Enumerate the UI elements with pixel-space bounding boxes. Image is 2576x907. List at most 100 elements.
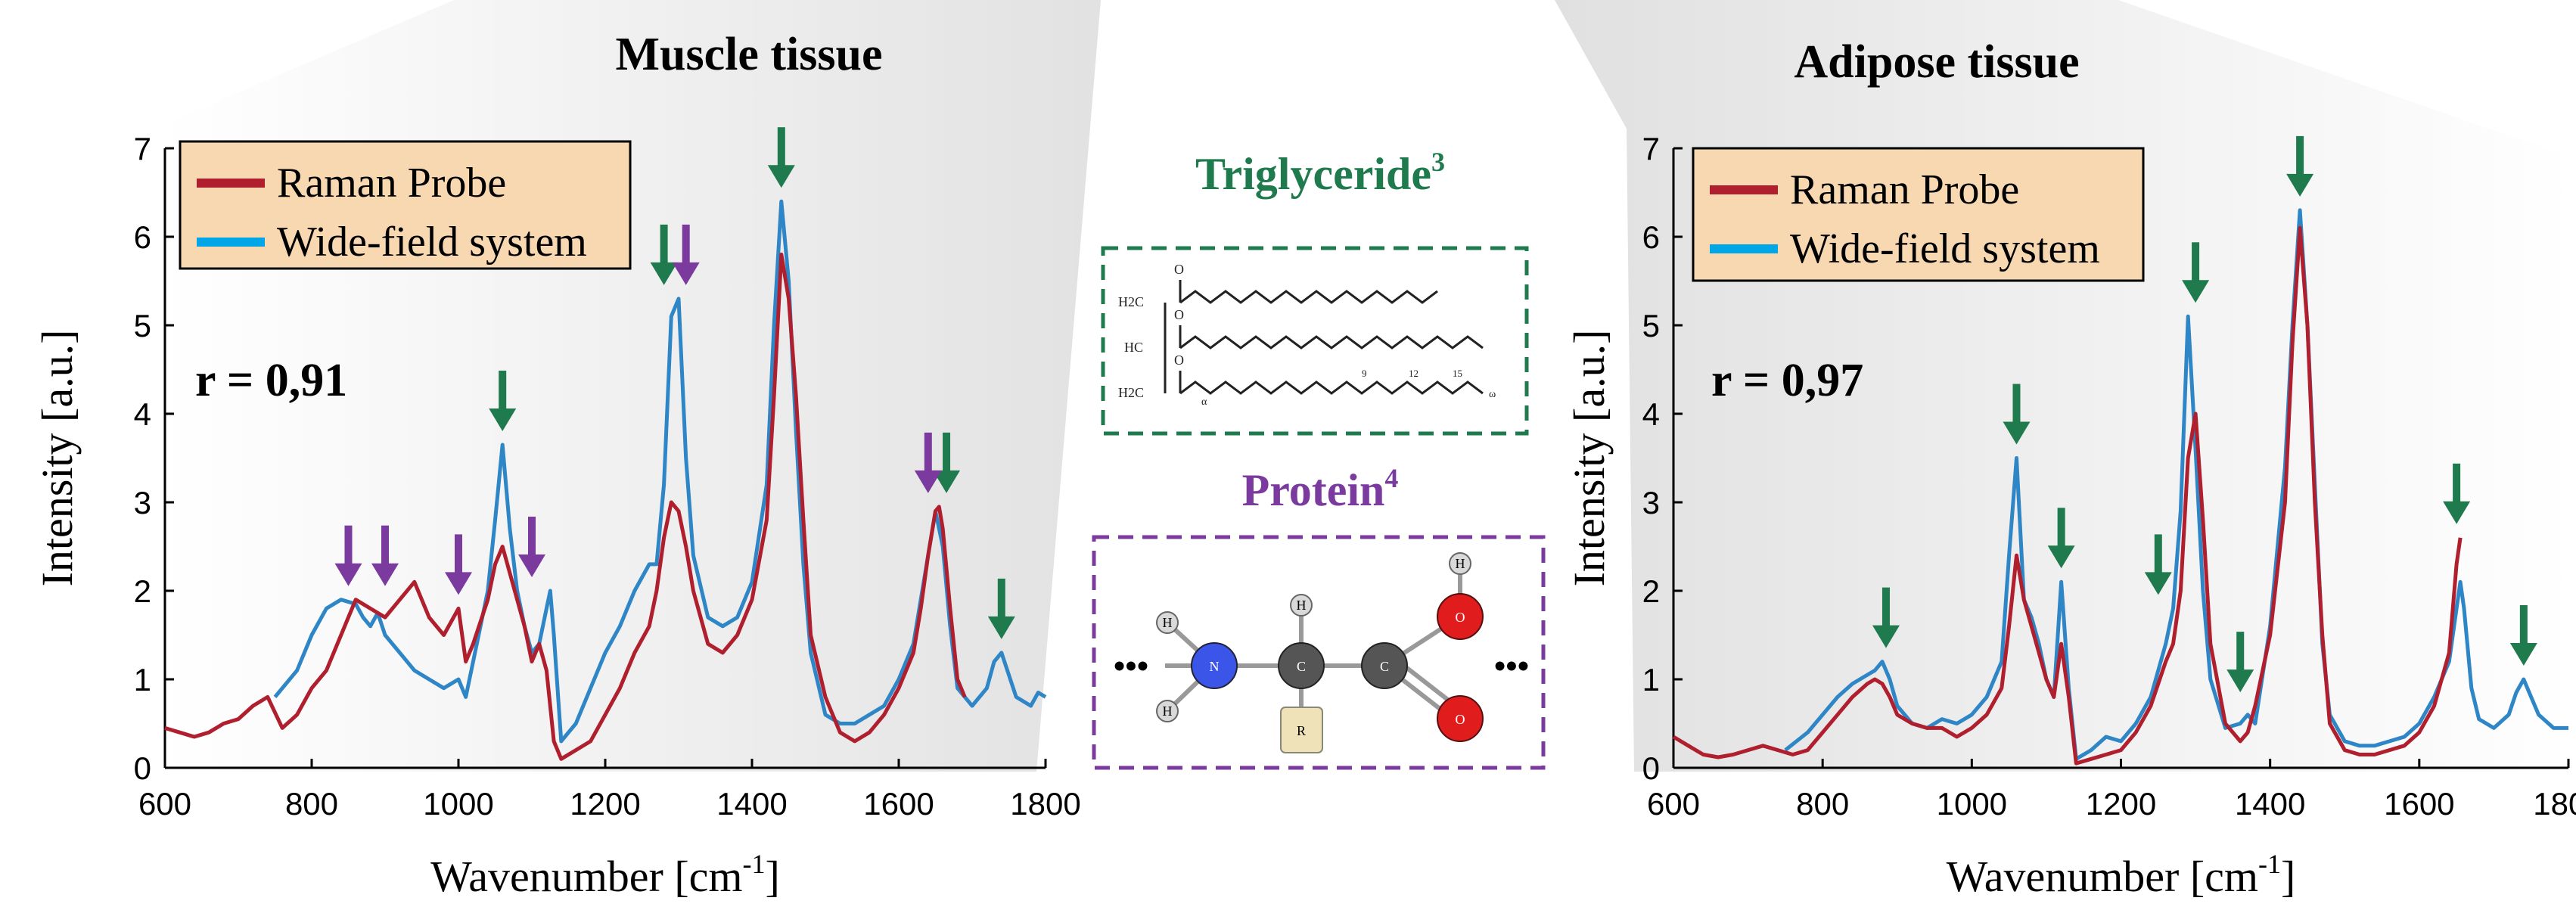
atom-c-alpha-label: C xyxy=(1297,659,1306,674)
y-axis-label: Intensity [a.u.] xyxy=(33,330,82,587)
lipid-arrow xyxy=(1872,587,1900,648)
x-tick-label: 1800 xyxy=(1010,786,1080,822)
x-tick-label: 600 xyxy=(138,786,191,822)
atom-r-group xyxy=(1280,707,1323,753)
protein-arrow xyxy=(914,432,942,493)
lipid-arrow xyxy=(2047,508,2075,569)
atom-n xyxy=(1191,642,1238,689)
atom-h-2-label: H xyxy=(1163,704,1173,719)
x-tick-label: 1800 xyxy=(2533,786,2576,822)
x-tick-label: 1200 xyxy=(570,786,640,822)
chart-title-adipose: Adipose tissue xyxy=(1794,36,2079,88)
lipid-arrow xyxy=(2144,534,2172,595)
x-axis-label-sup: -1 xyxy=(2258,849,2281,879)
y-tick-label: 3 xyxy=(1642,485,1660,520)
x-axis-label: Wavenumber [cm-1] xyxy=(1947,849,2296,901)
triglyceride-structure xyxy=(1164,280,1484,395)
triglyceride-box xyxy=(1101,246,1529,436)
y-axis-label: Intensity [a.u.] xyxy=(1565,330,1614,587)
tg-label-alpha: α xyxy=(1201,396,1207,408)
atom-r-label: R xyxy=(1297,723,1306,738)
lipid-arrow xyxy=(489,370,517,431)
lipid-arrow xyxy=(2226,632,2254,693)
atom-c-alpha xyxy=(1278,642,1325,689)
atom-h-4-label: H xyxy=(1456,556,1465,571)
protein-arrow xyxy=(371,525,399,586)
lipid-arrow xyxy=(2286,135,2314,197)
lipid-arrow xyxy=(2182,242,2210,303)
legend-label: Raman Probe xyxy=(277,160,506,207)
legend: Raman Probe Wide-field system xyxy=(1692,147,2145,282)
tick-group: 600 800 1000 1200 1400 1600 1800 0 1 2 3 4 5 6 7 xyxy=(134,131,1081,822)
tg-label-o1: O xyxy=(1174,262,1184,277)
x-tick-label: 800 xyxy=(1796,786,1849,822)
lipid-arrow xyxy=(2509,605,2537,666)
lipid-arrow xyxy=(650,224,678,285)
x-tick-label: 1000 xyxy=(1937,786,2007,822)
lipid-arrow xyxy=(767,127,795,188)
atom-o-2-label: O xyxy=(1456,712,1465,727)
atom-h-1 xyxy=(1156,611,1179,634)
lipid-arrow xyxy=(933,432,961,493)
protein-panel: Protein4 ••• ••• H H N xyxy=(1092,463,1546,770)
tg-label-omega: ω xyxy=(1489,389,1496,400)
y-tick-label: 1 xyxy=(134,662,151,697)
legend-label: Raman Probe xyxy=(1790,166,2019,213)
correlation-annotation: r = 0,97 xyxy=(1711,355,1863,406)
x-tick-label: 600 xyxy=(1647,786,1700,822)
atom-c-carboxyl-label: C xyxy=(1380,659,1389,674)
y-tick-label: 7 xyxy=(134,131,151,166)
y-tick-label: 5 xyxy=(1642,308,1660,343)
y-tick-label: 0 xyxy=(134,750,151,786)
protein-ref: 4 xyxy=(1384,463,1398,493)
protein-dots-left: ••• xyxy=(1114,648,1148,685)
chart-title-muscle: Muscle tissue xyxy=(615,29,882,80)
atom-o-2 xyxy=(1437,695,1484,742)
x-tick-label: 1000 xyxy=(423,786,493,822)
protein-arrow xyxy=(445,534,472,595)
protein-arrow xyxy=(518,517,545,577)
protein-arrow xyxy=(672,224,700,285)
x-tick-label: 1200 xyxy=(2086,786,2156,822)
triglyceride-title: Triglyceride3 xyxy=(1195,147,1445,199)
y-tick-label: 1 xyxy=(1642,662,1660,697)
tg-label-hc: HC xyxy=(1124,340,1143,355)
legend-box xyxy=(1692,147,2145,282)
x-axis-label-end: ] xyxy=(2281,852,2295,901)
triglyceride-ref: 3 xyxy=(1431,147,1445,177)
x-tick-label: 1400 xyxy=(2235,786,2305,822)
atom-h-3 xyxy=(1290,594,1313,617)
protein-dots-right: ••• xyxy=(1494,648,1529,685)
correlation-annotation: r = 0,91 xyxy=(195,355,347,406)
legend-box xyxy=(179,140,632,270)
atom-h-3-label: H xyxy=(1297,598,1307,613)
x-tick-label: 1400 xyxy=(716,786,787,822)
x-axis-label-main: Wavenumber [cm xyxy=(1947,852,2258,901)
legend-label: Wide-field system xyxy=(277,219,587,266)
x-axis-label-end: ] xyxy=(766,852,780,901)
y-tick-label: 4 xyxy=(1642,396,1660,432)
tg-label-12: 12 xyxy=(1409,368,1419,379)
x-axis-label-sup: -1 xyxy=(743,849,766,879)
series-line-raman-probe xyxy=(164,252,967,761)
protein-title-text: Protein xyxy=(1242,465,1385,515)
tick-group: 600 800 1000 1200 1400 1600 1800 0 1 2 3 4 5 6 7 xyxy=(1642,131,2576,822)
x-axis-label-main: Wavenumber [cm xyxy=(430,852,742,901)
chart-muscle: 600 800 1000 1200 1400 1600 1800 0 1 2 3 4 5 6 7 Intens… xyxy=(33,127,1081,901)
x-tick-label: 1600 xyxy=(863,786,934,822)
atom-h-1-label: H xyxy=(1163,615,1173,630)
y-tick-label: 2 xyxy=(1642,573,1660,609)
chart-adipose: 600 800 1000 1200 1400 1600 1800 0 1 2 3 4 5 6 7 Intens… xyxy=(1565,131,2576,901)
atom-n-label: N xyxy=(1210,659,1220,674)
y-tick-label: 6 xyxy=(134,219,151,255)
x-axis-label: Wavenumber [cm-1] xyxy=(430,849,780,901)
lipid-arrow xyxy=(987,578,1015,639)
y-tick-label: 6 xyxy=(1642,219,1660,255)
tg-label-9: 9 xyxy=(1362,368,1367,379)
tg-label-15: 15 xyxy=(1453,368,1462,379)
legend-label: Wide-field system xyxy=(1790,225,2100,272)
atom-h-4 xyxy=(1449,552,1471,575)
atom-o-1-label: O xyxy=(1456,610,1465,625)
lipid-arrow xyxy=(2443,463,2471,524)
y-tick-label: 7 xyxy=(1642,131,1660,166)
